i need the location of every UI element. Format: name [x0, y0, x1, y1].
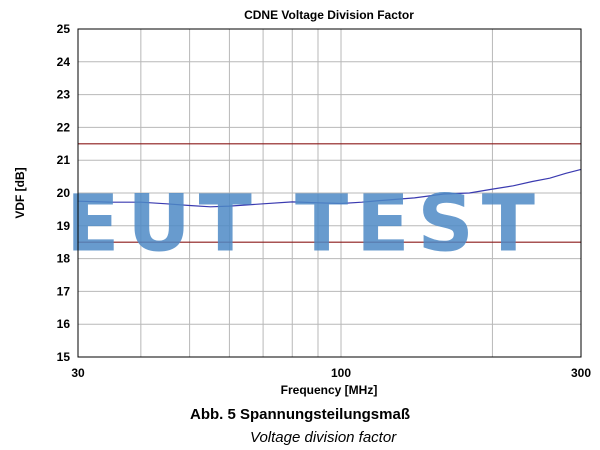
y-tick-label: 17 [57, 284, 71, 298]
chart-title: CDNE Voltage Division Factor [244, 8, 414, 22]
x-tick-label: 100 [331, 366, 351, 380]
y-tick-label: 25 [57, 22, 71, 36]
y-tick-label: 23 [57, 88, 71, 102]
y-tick-labels: 15 16 17 18 19 20 21 22 23 24 25 [57, 22, 71, 364]
watermark: EUT TEST [66, 179, 543, 269]
y-tick-label: 21 [57, 153, 71, 167]
grid [78, 29, 581, 357]
x-tick-labels: 30 100 300 [71, 366, 591, 380]
x-tick-label: 300 [571, 366, 591, 380]
y-tick-label: 15 [57, 350, 71, 364]
y-tick-label: 16 [57, 317, 71, 331]
y-tick-label: 19 [57, 219, 71, 233]
y-tick-label: 20 [57, 186, 71, 200]
plot-frame [77, 28, 582, 358]
chart-canvas: CDNE Voltage Division Factor EUT TEST 15… [13, 8, 591, 397]
series-layer [77, 168, 582, 208]
y-tick-label: 24 [57, 55, 71, 69]
series-line [77, 168, 582, 208]
y-tick-label: 18 [57, 252, 71, 266]
caption-subtitle: Voltage division factor [250, 429, 397, 446]
y-tick-label: 22 [57, 120, 71, 134]
caption-title: Abb. 5 Spannungsteilungsmaß [189, 406, 410, 423]
y-axis-label: VDF [dB] [13, 167, 27, 218]
limit-lines [78, 143, 581, 243]
x-tick-label: 30 [71, 366, 85, 380]
x-axis-label: Frequency [MHz] [281, 383, 378, 397]
